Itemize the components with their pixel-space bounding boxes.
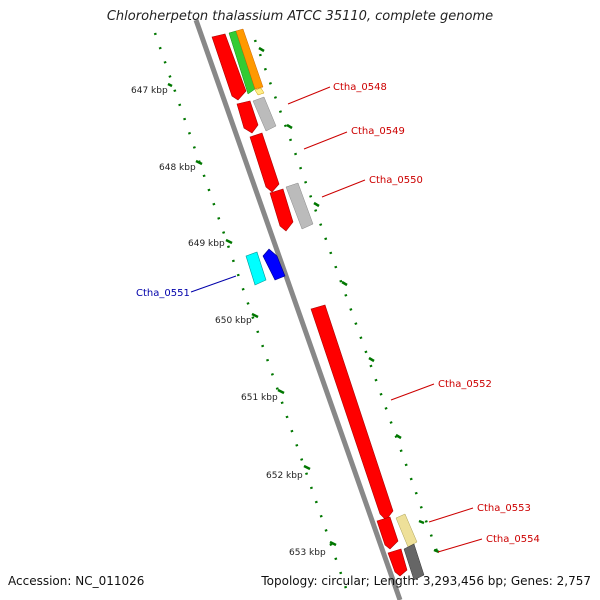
tick-648 xyxy=(195,159,203,166)
gene-block-darkgrey xyxy=(403,543,425,581)
gene-label-ctha-0551[interactable]: Ctha_0551 xyxy=(136,288,190,299)
callout-line-0549 xyxy=(303,131,348,150)
callout-line-0553 xyxy=(428,507,474,523)
tick-647 xyxy=(167,82,173,88)
gene-label-ctha-0548[interactable]: Ctha_0548 xyxy=(333,82,387,93)
gene-block-orange xyxy=(235,28,264,90)
gene-block-cyan xyxy=(245,251,267,286)
gene-block xyxy=(211,33,247,101)
tick-650 xyxy=(251,312,259,319)
gene-label-ctha-0553[interactable]: Ctha_0553 xyxy=(477,503,531,514)
right-tick-marks xyxy=(258,46,440,554)
right-tick xyxy=(395,433,402,440)
right-tick xyxy=(341,280,348,287)
genome-backbone xyxy=(193,19,403,600)
right-tick xyxy=(258,46,265,53)
map-title: Chloroherpeton thalassium ATCC 35110, co… xyxy=(106,9,494,24)
tick-label-648: 648 kbp xyxy=(159,163,196,173)
genome-summary: Topology: circular; Length: 3,293,456 bp… xyxy=(261,574,591,588)
right-tick xyxy=(418,519,425,525)
gene-block xyxy=(387,548,408,577)
tick-653 xyxy=(329,540,337,547)
gene-block-grey xyxy=(285,182,314,230)
callout-line-0550 xyxy=(321,179,366,198)
tick-label-647: 647 kbp xyxy=(131,86,168,96)
tick-649 xyxy=(225,238,233,245)
tick-651 xyxy=(277,388,285,395)
callout-line-0551 xyxy=(190,275,237,293)
right-tick xyxy=(286,123,293,130)
gene-block-lightyellow xyxy=(254,87,265,96)
tick-label-653: 653 kbp xyxy=(289,548,326,558)
accession-label: Accession: NC_011026 xyxy=(8,574,145,588)
gene-block xyxy=(376,516,399,550)
forward-genes xyxy=(211,33,408,577)
callout-line-0548 xyxy=(287,86,331,105)
gene-label-ctha-0550[interactable]: Ctha_0550 xyxy=(369,175,423,186)
tick-marks xyxy=(167,82,337,547)
gene-label-ctha-0552[interactable]: Ctha_0552 xyxy=(438,379,492,390)
callout-line-0554 xyxy=(437,538,483,553)
tick-652 xyxy=(303,464,311,471)
right-tick xyxy=(368,356,375,363)
gene-label-ctha-0549[interactable]: Ctha_0549 xyxy=(351,126,405,137)
tick-label-652: 652 kbp xyxy=(266,471,303,481)
tick-label-651: 651 kbp xyxy=(241,393,278,403)
right-dot-track xyxy=(253,39,442,561)
gene-block-blue xyxy=(262,248,286,281)
gene-block-grey xyxy=(252,96,277,132)
gene-block xyxy=(310,304,394,521)
right-tick xyxy=(313,201,320,208)
callout-line-0552 xyxy=(390,383,435,401)
gene-label-ctha-0554[interactable]: Ctha_0554 xyxy=(486,534,540,545)
tick-label-650: 650 kbp xyxy=(215,316,252,326)
gene-block xyxy=(236,100,259,134)
gene-block xyxy=(269,188,294,232)
gene-block-paleyellow xyxy=(395,513,418,548)
gene-block xyxy=(249,132,280,193)
tick-label-649: 649 kbp xyxy=(188,239,225,249)
